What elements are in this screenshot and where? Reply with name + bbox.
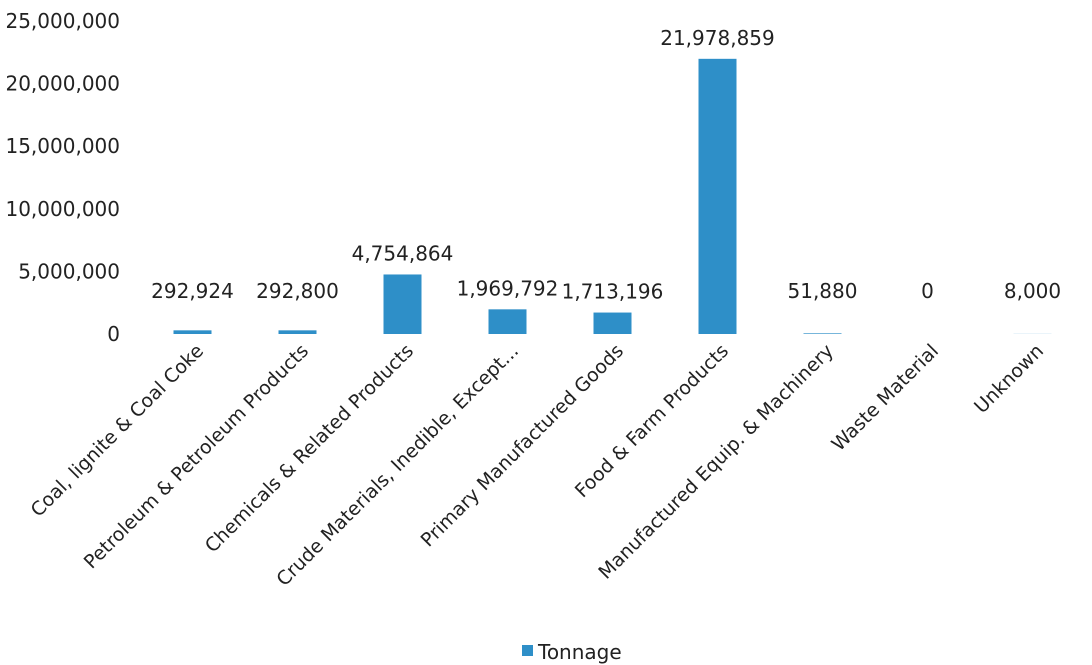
x-tick-label: Crude Materials, Inedible, Except... [272,340,523,591]
x-tick-label: Petroleum & Petroleum Products [80,340,313,573]
legend-swatch [522,645,533,656]
y-tick-label: 15,000,000 [5,134,120,158]
x-tick-label: Unknown [970,340,1048,418]
data-label: 0 [921,279,934,303]
data-label: 21,978,859 [660,26,775,50]
y-tick-label: 5,000,000 [18,259,120,283]
x-tick-label: Chemicals & Related Products [201,340,418,557]
y-tick-label: 0 [107,322,120,346]
bar [803,333,842,334]
x-tick-label: Manufactured Equip. & Machinery [594,340,838,584]
legend: Tonnage [522,640,622,664]
data-label: 8,000 [1004,279,1061,303]
data-label: 51,880 [788,279,858,303]
bar [593,312,632,334]
y-tick-label: 20,000,000 [5,72,120,96]
data-label: 1,713,196 [562,280,664,304]
bar [173,330,212,334]
y-tick-label: 25,000,000 [5,9,120,33]
data-label: 292,800 [256,279,339,303]
data-label: 4,754,864 [352,241,454,265]
x-tick-label: Primary Manufactured Goods [417,340,628,551]
bar [488,309,527,334]
y-tick-label: 10,000,000 [5,197,120,221]
data-label: 292,924 [151,279,234,303]
bar [698,58,737,335]
data-label: 1,969,792 [457,276,559,300]
bar [383,274,422,334]
x-tick-label: Coal, lignite & Coal Coke [27,340,208,521]
y-axis: 0 5,000,000 10,000,000 15,000,000 20,000,000… [5,9,120,346]
bar [278,330,317,334]
bars [173,58,1052,335]
legend-label: Tonnage [537,640,622,664]
x-tick-label: Waste Material [827,340,943,456]
